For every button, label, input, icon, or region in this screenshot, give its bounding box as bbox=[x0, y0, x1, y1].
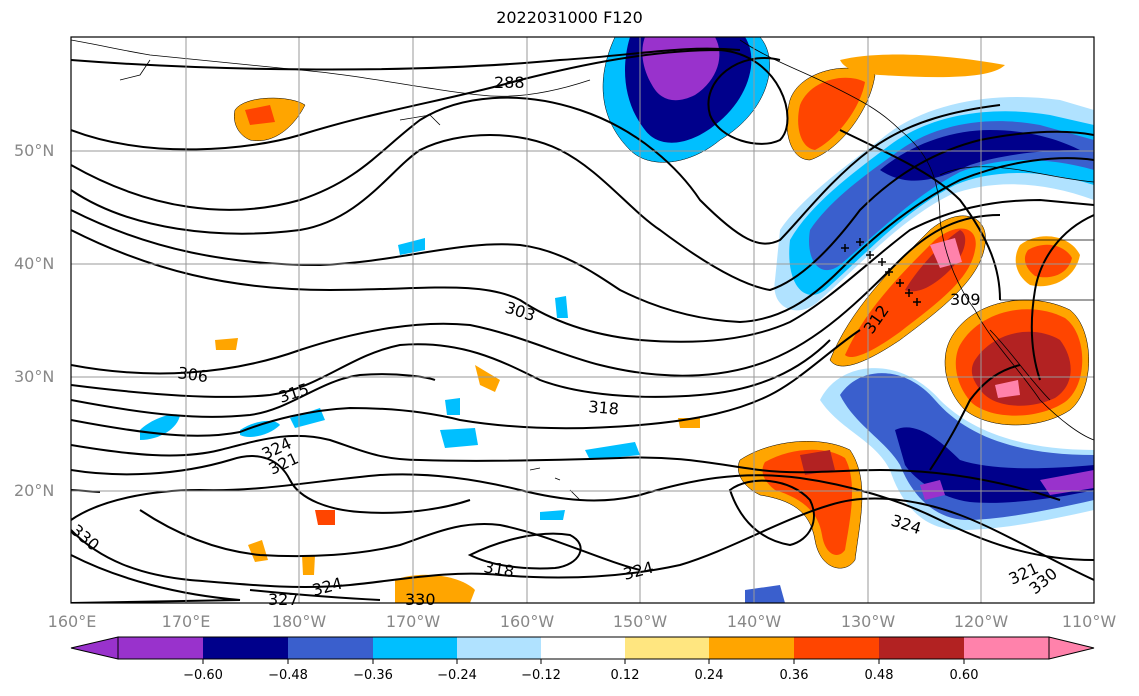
contour-label: 315 bbox=[276, 379, 311, 407]
contour-label: 318 bbox=[588, 397, 620, 419]
contour-layer bbox=[71, 47, 1094, 603]
colorbar-tick-label: 0.24 bbox=[694, 668, 724, 683]
graticule bbox=[71, 37, 1094, 603]
colorbar bbox=[70, 636, 1095, 664]
contour-label: 330 bbox=[67, 521, 103, 555]
colorbar-tick-label: −0.36 bbox=[353, 668, 393, 683]
lon-label: 180°W bbox=[271, 612, 327, 631]
colorbar-swatch bbox=[373, 637, 457, 659]
colorbar-swatch bbox=[709, 637, 794, 659]
contour-label: 303 bbox=[503, 298, 538, 326]
track-markers bbox=[841, 238, 921, 306]
colorbar-swatch bbox=[203, 637, 288, 659]
map-frame bbox=[70, 36, 1095, 604]
colorbar-extend-low bbox=[70, 636, 119, 660]
contour-label: 330 bbox=[405, 590, 436, 609]
contour-label: 327 bbox=[268, 590, 299, 609]
lon-label: 130°W bbox=[840, 612, 896, 631]
colorbar-swatch bbox=[794, 637, 879, 659]
lon-label: 170°E bbox=[161, 612, 211, 631]
colorbar-swatch bbox=[457, 637, 541, 659]
contour-label: 306 bbox=[176, 363, 209, 386]
contour-label: 288 bbox=[494, 73, 525, 92]
colorbar-swatch bbox=[288, 637, 373, 659]
lon-label: 140°W bbox=[726, 612, 782, 631]
lon-label: 110°W bbox=[1061, 612, 1117, 631]
contour-label: 318 bbox=[482, 557, 515, 581]
contour-label: 309 bbox=[950, 290, 981, 309]
colorbar-tick-label: −0.24 bbox=[437, 668, 477, 683]
lat-label: 40°N bbox=[14, 254, 55, 273]
map-title: 2022031000 F120 bbox=[496, 8, 643, 27]
colorbar-swatch bbox=[625, 637, 709, 659]
lon-label: 170°W bbox=[385, 612, 441, 631]
lon-label: 160°W bbox=[499, 612, 555, 631]
lat-label: 50°N bbox=[14, 141, 55, 160]
shading-layer bbox=[140, 37, 1094, 603]
colorbar-swatch bbox=[541, 637, 625, 659]
colorbar-swatch bbox=[964, 637, 1049, 659]
colorbar-tick-label: −0.12 bbox=[521, 668, 561, 683]
colorbar-tick-label: 0.60 bbox=[949, 668, 979, 683]
lon-label: 150°W bbox=[612, 612, 668, 631]
colorbar-tick-label: 0.12 bbox=[610, 668, 640, 683]
colorbar-tick-label: 0.48 bbox=[864, 668, 894, 683]
colorbar-extend-high bbox=[1048, 636, 1095, 660]
lat-label: 20°N bbox=[14, 481, 55, 500]
colorbar-swatch bbox=[879, 637, 964, 659]
colorbar-tick-label: 0.36 bbox=[779, 668, 809, 683]
colorbar-tick-label: −0.48 bbox=[268, 668, 308, 683]
coastline-layer bbox=[71, 39, 1094, 501]
lon-label: 160°E bbox=[47, 612, 97, 631]
colorbar-frame bbox=[117, 636, 1050, 660]
colorbar-tick-label: −0.60 bbox=[183, 668, 223, 683]
colorbar-swatch bbox=[118, 637, 203, 659]
contour-label: 324 bbox=[621, 558, 655, 584]
lon-label: 120°W bbox=[953, 612, 1009, 631]
contour-label: 324 bbox=[310, 574, 344, 600]
lat-label: 30°N bbox=[14, 367, 55, 386]
